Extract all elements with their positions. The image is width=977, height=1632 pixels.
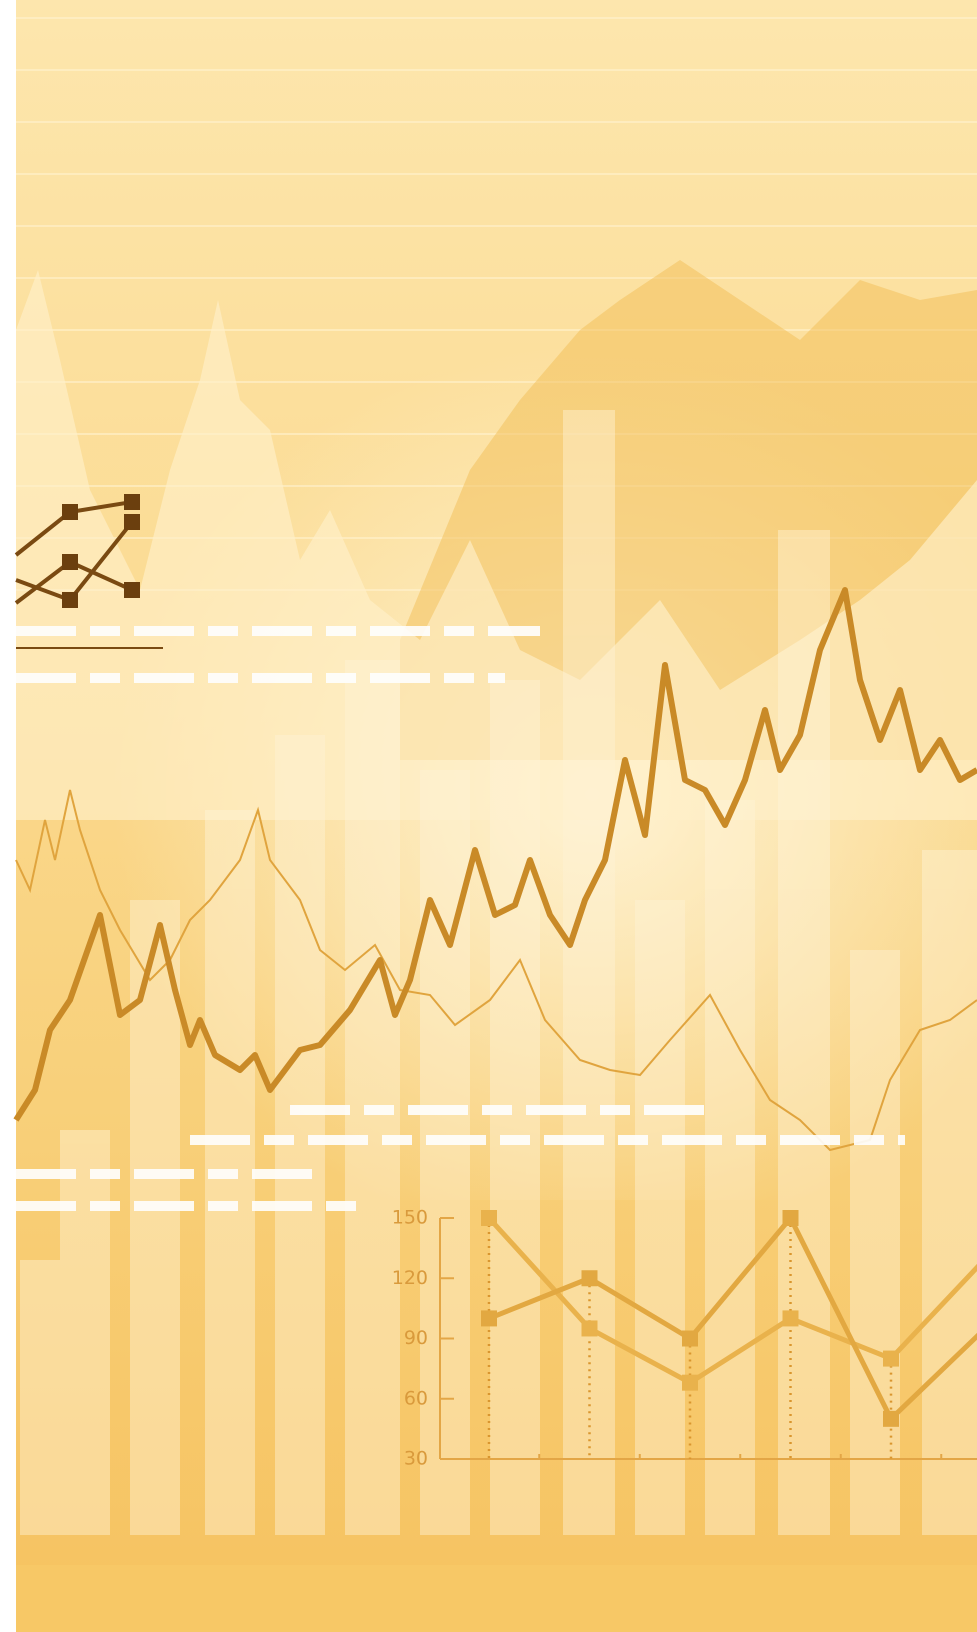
series-line [487, 1216, 977, 1386]
thin-line [15, 789, 977, 1152]
y-tick-label: 30 [404, 1448, 428, 1470]
point-marker [581, 1270, 598, 1287]
y-tick-label: 60 [404, 1387, 428, 1409]
point-marker [581, 1320, 598, 1337]
y-tick-label: 120 [392, 1267, 428, 1289]
point-marker [682, 1330, 698, 1347]
series-line [488, 1215, 977, 1422]
point-marker [682, 1374, 698, 1391]
point-marker [481, 1210, 497, 1226]
bottom-band [16, 1565, 977, 1632]
y-tick-label: 90 [404, 1327, 428, 1349]
thick-line [13, 587, 977, 1122]
point-marker [782, 1310, 799, 1327]
point-marker [883, 1410, 899, 1427]
point-marker [883, 1350, 899, 1367]
bars [20, 410, 977, 1535]
dashes [16, 626, 905, 1211]
y-tick-label: 150 [392, 1207, 428, 1229]
point-marker [782, 1210, 799, 1226]
point-marker [481, 1310, 497, 1327]
mini-chart [14, 494, 163, 649]
